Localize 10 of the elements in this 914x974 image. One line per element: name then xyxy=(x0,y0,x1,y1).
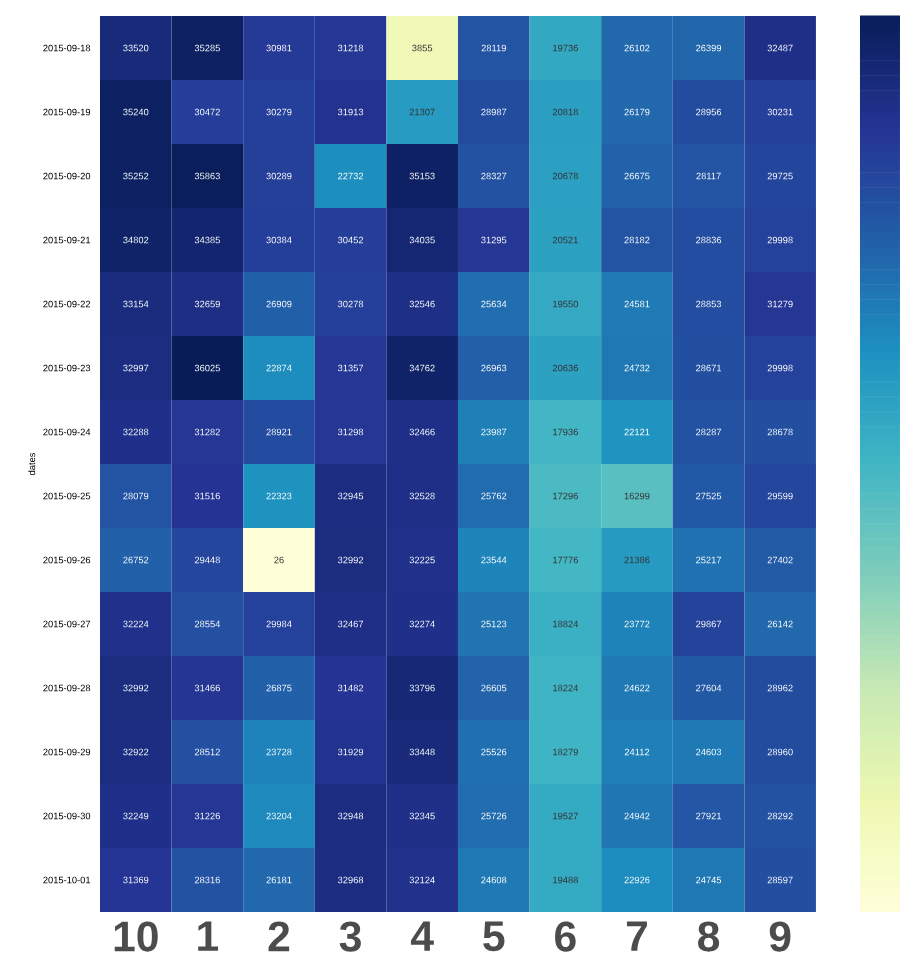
x-tick-label: 3 xyxy=(339,921,361,952)
x-tick-label: 7 xyxy=(626,921,647,951)
x-tick-label: 8 xyxy=(698,921,720,952)
x-tick-label: 2 xyxy=(268,921,290,952)
x-tick-label: 9 xyxy=(769,921,791,952)
x-tick-label: 6 xyxy=(555,921,576,952)
x-tick-label: 1 xyxy=(198,921,219,951)
x-tick-label: 10 xyxy=(114,921,158,952)
x-tick-label: 5 xyxy=(483,921,505,952)
x-tick-label: 4 xyxy=(410,921,434,951)
